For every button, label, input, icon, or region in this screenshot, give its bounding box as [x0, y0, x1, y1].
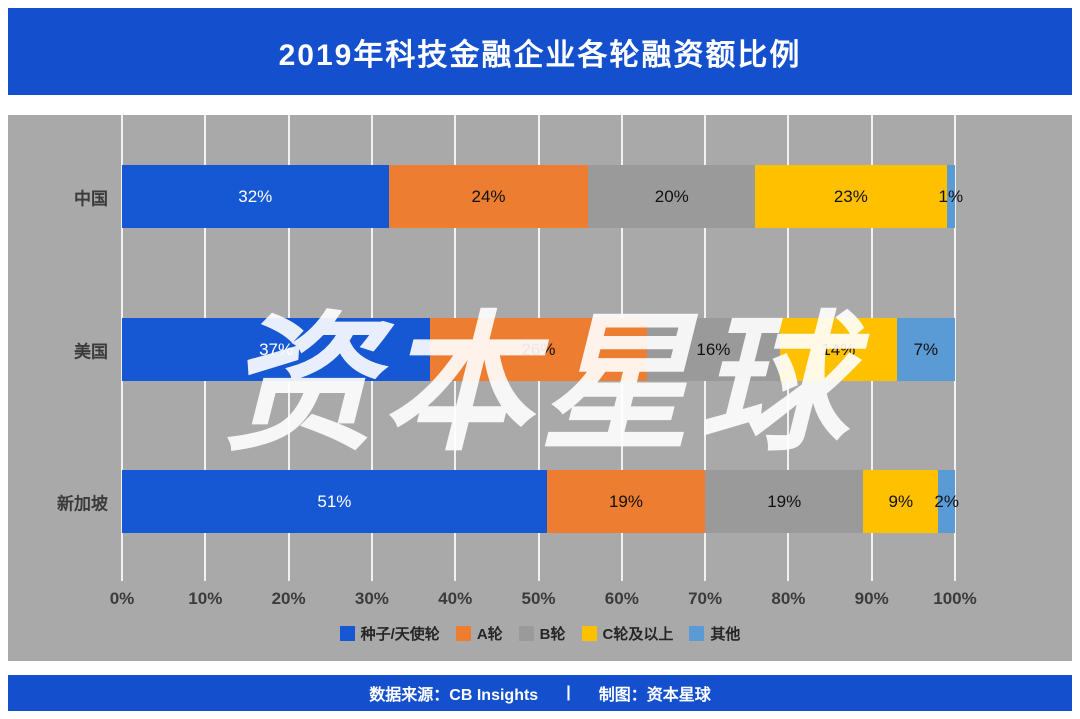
bar-segment-label: 23% — [833, 186, 868, 206]
legend-item: A轮 — [455, 623, 503, 644]
legend-label: 其他 — [710, 626, 741, 643]
bar-segment-label: 24% — [471, 186, 506, 206]
category-label: 中国 — [74, 189, 108, 208]
bar-segment: 24% — [388, 165, 589, 228]
bar-segment: 16% — [646, 318, 781, 381]
bar-segment-label: 51% — [317, 491, 352, 511]
bar-segment-label: 9% — [888, 491, 914, 511]
bar-segment-label: 19% — [608, 491, 643, 511]
bar-segment-label: 32% — [238, 186, 273, 206]
x-axis-tick: 100% — [933, 589, 977, 608]
category-label: 新加坡 — [57, 494, 108, 513]
title-banner: 2019年科技金融企业各轮融资额比例 — [8, 8, 1072, 95]
footer-divider: | — [566, 684, 571, 701]
bar-segment: 9% — [863, 470, 939, 533]
legend-swatch — [455, 626, 471, 641]
bar-segment: 23% — [755, 165, 947, 228]
chart-title: 2019年科技金融企业各轮融资额比例 — [278, 38, 802, 72]
bar-segment: 7% — [896, 318, 955, 381]
x-axis-tick: 90% — [854, 589, 889, 608]
bar-segment-label: 1% — [938, 186, 964, 206]
x-axis-tick: 10% — [188, 589, 223, 608]
footer-banner: 数据来源：CB Insights | 制图：资本星球 — [8, 675, 1072, 711]
x-axis-tick: 70% — [688, 589, 723, 608]
bar-segment-label: 7% — [913, 339, 939, 359]
legend-item: B轮 — [518, 623, 566, 644]
bar-segment: 20% — [588, 165, 756, 228]
chart-area: 0% 10% 20% 30% 40% 50% 60% 70% 80% 90% 100% 中国 32% 24… — [8, 115, 1072, 661]
legend-label: C轮及以上 — [602, 626, 674, 643]
legend-swatch — [689, 626, 705, 641]
legend: 种子/天使轮 A轮 B轮 C轮及以上 其他 — [8, 623, 1072, 644]
bar-segment: 19% — [705, 470, 864, 533]
data-source-label: 数据来源：CB Insights — [369, 687, 539, 704]
legend-label: 种子/天使轮 — [360, 626, 440, 643]
bar-segment-label: 14% — [821, 339, 856, 359]
bar-segment-label: 19% — [767, 491, 802, 511]
x-axis-tick: 0% — [109, 589, 135, 608]
credit-label: 制图：资本星球 — [598, 687, 711, 704]
x-axis-tick: 30% — [354, 589, 389, 608]
legend-item: 种子/天使轮 — [339, 623, 440, 644]
legend-swatch — [339, 626, 355, 641]
bar-segment-label: 26% — [521, 339, 556, 359]
bar-row: 新加坡 51% 19% 19% 9% 2% — [57, 470, 959, 533]
plot-area: 0% 10% 20% 30% 40% 50% 60% 70% 80% 90% 100% 中国 32% 24… — [57, 115, 977, 608]
gridline — [954, 115, 956, 581]
legend-swatch — [518, 626, 534, 641]
bar-segment: 37% — [122, 318, 431, 381]
legend-item: 其他 — [689, 623, 740, 644]
bar-segment-label: 37% — [259, 339, 294, 359]
x-axis-tick: 80% — [771, 589, 806, 608]
x-axis-tick: 50% — [521, 589, 556, 608]
bar-segment: 26% — [430, 318, 647, 381]
bar-segment: 51% — [122, 470, 547, 533]
x-axis-tick: 40% — [438, 589, 473, 608]
bar-segment: 19% — [546, 470, 706, 533]
bar-segment: 2% — [934, 470, 959, 533]
bar-segment: 32% — [122, 165, 389, 228]
legend-label: B轮 — [539, 626, 566, 643]
bar-segment: 1% — [939, 165, 963, 228]
legend-label: A轮 — [476, 626, 503, 643]
bar-segment-label: 20% — [654, 186, 689, 206]
x-axis-tick: 20% — [271, 589, 306, 608]
bar-segment-label: 2% — [934, 491, 959, 511]
category-label: 美国 — [74, 342, 108, 361]
bar-row: 美国 37% 26% 16% 14% 7% — [74, 318, 955, 381]
legend-swatch — [581, 626, 597, 641]
bar-segment: 14% — [780, 318, 897, 381]
bar-row: 中国 32% 24% 20% 23% 1% — [74, 165, 963, 228]
bar-segment-label: 16% — [696, 339, 731, 359]
legend-item: C轮及以上 — [581, 623, 674, 644]
x-axis-tick: 60% — [604, 589, 639, 608]
